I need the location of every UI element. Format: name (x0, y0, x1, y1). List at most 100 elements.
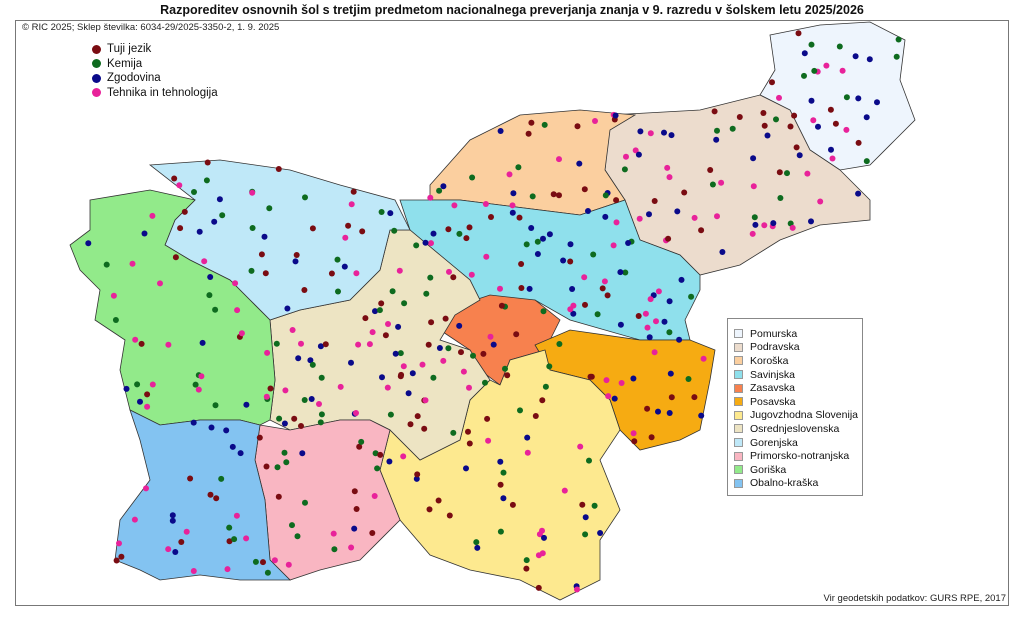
school-dot (392, 350, 399, 357)
school-dot (371, 493, 378, 499)
school-dot (466, 440, 473, 447)
dot-icon (92, 88, 101, 98)
school-dot (560, 257, 567, 264)
school-dot (815, 123, 821, 130)
school-dot (309, 361, 316, 368)
school-dot (409, 370, 416, 377)
school-dot (750, 183, 757, 190)
school-dot (275, 493, 282, 500)
swatch-icon (734, 383, 743, 393)
school-dot (384, 384, 391, 391)
dot-icon (92, 44, 101, 54)
school-dot (391, 227, 398, 234)
school-dot (192, 381, 199, 388)
school-dot (283, 459, 290, 466)
school-dot (350, 188, 357, 195)
school-dot (425, 341, 432, 348)
school-dot (198, 373, 205, 380)
school-dot (707, 167, 714, 173)
school-dot (823, 62, 830, 69)
school-dot (594, 311, 601, 318)
map-frame (15, 20, 1009, 606)
school-dot (171, 175, 178, 182)
school-dot (855, 139, 862, 146)
school-dot (776, 169, 783, 176)
school-dot (386, 458, 393, 465)
school-dot (264, 569, 271, 576)
school-dot (591, 502, 598, 509)
school-dot (592, 118, 598, 124)
school-dot (273, 340, 280, 347)
school-dot (836, 43, 843, 50)
school-dot (523, 565, 530, 572)
school-dot (322, 341, 329, 348)
school-dot (855, 95, 862, 102)
school-dot (636, 215, 643, 222)
school-dot (358, 438, 365, 445)
school-dot (376, 307, 383, 314)
school-dot (518, 285, 525, 291)
school-dot (541, 121, 548, 128)
school-dot (681, 189, 688, 196)
school-dot (776, 94, 782, 101)
school-dot (144, 403, 151, 410)
school-dot (539, 397, 546, 404)
school-dot (204, 159, 211, 166)
school-dot (342, 234, 349, 241)
legend-region-7: Osrednjeslovenska (734, 422, 862, 436)
school-dot (855, 190, 862, 197)
school-dot (468, 271, 475, 278)
swatch-icon (734, 478, 743, 488)
school-dot (655, 288, 662, 295)
school-dot (546, 363, 553, 370)
school-dot (787, 123, 794, 130)
school-dot (515, 164, 522, 171)
school-dot (651, 349, 658, 356)
school-dot (422, 397, 429, 404)
school-dot (832, 120, 839, 127)
school-dot (523, 557, 530, 564)
school-dot (191, 189, 197, 195)
swatch-icon (734, 397, 743, 407)
school-dot (231, 536, 238, 543)
school-dot (341, 263, 348, 270)
swatch-icon (734, 356, 743, 366)
school-dot (407, 421, 414, 428)
school-dot (276, 415, 283, 422)
school-dot (601, 278, 608, 285)
school-dot (328, 270, 335, 277)
school-dot (668, 132, 675, 139)
school-dot (577, 443, 584, 450)
school-dot (556, 192, 562, 199)
subject-legend: Tuji jezik Kemija Zgodovina Tehnika in t… (92, 42, 218, 100)
school-dot (796, 152, 803, 159)
school-dot (843, 126, 850, 133)
school-dot (414, 413, 421, 420)
school-dot (353, 410, 359, 416)
school-dot (874, 99, 880, 106)
school-dot (612, 112, 619, 119)
school-dot (770, 220, 777, 227)
legend-region-4: Zasavska (734, 381, 862, 395)
school-dot (502, 365, 508, 372)
school-dot (535, 552, 542, 559)
school-dot (397, 350, 404, 357)
school-dot (604, 292, 611, 299)
school-dot (308, 396, 315, 402)
school-dot (263, 393, 270, 400)
school-dot (516, 214, 523, 221)
school-dot (223, 427, 230, 434)
school-dot (177, 225, 184, 232)
school-dot (243, 401, 250, 408)
school-dot (500, 495, 507, 502)
school-dot (422, 239, 429, 246)
school-dot (795, 30, 802, 37)
school-dot (212, 402, 219, 409)
school-dot (421, 425, 428, 432)
school-dot (218, 475, 225, 482)
swatch-icon (734, 451, 743, 461)
school-dot (112, 317, 119, 323)
legend-item-tuji-jezik: Tuji jezik (92, 42, 218, 57)
school-dot (811, 67, 818, 74)
